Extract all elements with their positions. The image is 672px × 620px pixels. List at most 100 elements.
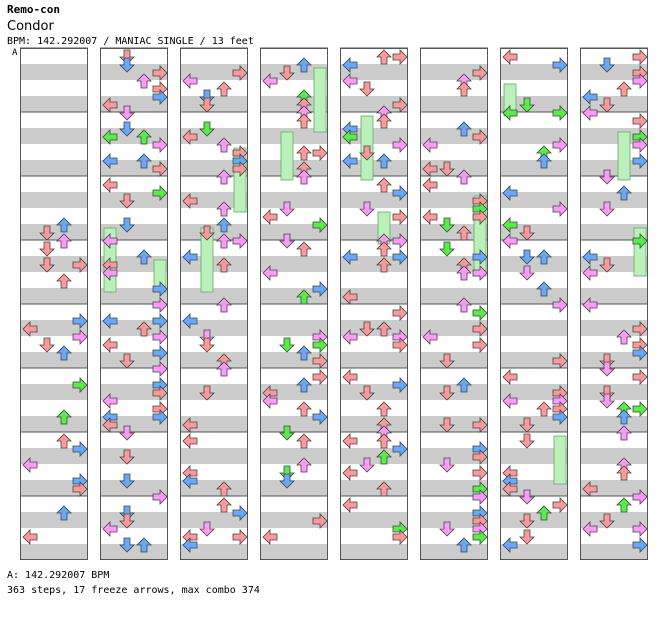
down-arrow [439, 353, 455, 369]
right-arrow [472, 209, 488, 225]
up-arrow [456, 121, 472, 137]
up-arrow [616, 465, 632, 481]
beat-stripe [260, 160, 328, 176]
beat-stripe [180, 512, 248, 528]
up-arrow [296, 145, 312, 161]
beat-stripe [100, 224, 168, 240]
freeze-arrow [280, 131, 294, 181]
right-arrow [632, 73, 648, 89]
chart-column-6 [420, 47, 488, 560]
beat-stripe [340, 416, 408, 432]
left-arrow [422, 177, 438, 193]
left-arrow [182, 193, 198, 209]
beat-stripe [180, 352, 248, 368]
beat-stripe [500, 320, 568, 336]
down-arrow [439, 385, 455, 401]
beat-stripe [580, 512, 648, 528]
left-arrow [422, 161, 438, 177]
up-arrow [536, 401, 552, 417]
down-arrow [39, 257, 55, 273]
down-arrow [119, 217, 135, 233]
up-arrow [216, 257, 232, 273]
left-arrow [182, 433, 198, 449]
left-arrow [182, 129, 198, 145]
beat-stripe [420, 512, 488, 528]
beat-stripe [500, 128, 568, 144]
left-arrow [262, 73, 278, 89]
chart-column-2 [100, 47, 168, 560]
right-arrow [632, 49, 648, 65]
beat-stripe [180, 448, 248, 464]
right-arrow [472, 305, 488, 321]
beat-stripe [420, 416, 488, 432]
left-arrow [182, 473, 198, 489]
right-arrow [392, 209, 408, 225]
beat-stripe [20, 128, 88, 144]
down-arrow [599, 393, 615, 409]
up-arrow [376, 49, 392, 65]
right-arrow [552, 201, 568, 217]
right-arrow [72, 377, 88, 393]
down-arrow [519, 489, 535, 505]
down-arrow [119, 473, 135, 489]
beat-stripe [420, 288, 488, 304]
down-arrow [119, 193, 135, 209]
footer-bpm: A: 142.292007 BPM [7, 570, 110, 581]
right-arrow [632, 233, 648, 249]
up-arrow [296, 169, 312, 185]
beat-stripe [500, 512, 568, 528]
chart-column-3 [180, 47, 248, 560]
beat-stripe [500, 288, 568, 304]
left-arrow [342, 249, 358, 265]
right-arrow [472, 529, 488, 545]
down-arrow [279, 337, 295, 353]
left-arrow [582, 265, 598, 281]
down-arrow [599, 513, 615, 529]
beat-stripe [260, 480, 328, 496]
left-arrow [342, 369, 358, 385]
beat-stripe [20, 352, 88, 368]
beat-stripe [100, 288, 168, 304]
chart-column-8 [580, 47, 648, 560]
up-arrow [616, 425, 632, 441]
down-arrow [599, 361, 615, 377]
down-arrow [519, 529, 535, 545]
left-arrow [582, 105, 598, 121]
column-border [100, 48, 168, 560]
down-arrow [519, 265, 535, 281]
down-arrow [519, 513, 535, 529]
beat-stripe [420, 128, 488, 144]
beat-stripe [580, 352, 648, 368]
beat-stripe [100, 448, 168, 464]
up-arrow [376, 433, 392, 449]
down-arrow [119, 513, 135, 529]
down-arrow [519, 433, 535, 449]
right-arrow [72, 481, 88, 497]
right-arrow [312, 353, 328, 369]
up-arrow [296, 241, 312, 257]
left-arrow [342, 329, 358, 345]
beat-stripe [420, 544, 488, 560]
up-arrow [536, 249, 552, 265]
right-arrow [472, 249, 488, 265]
right-arrow [472, 129, 488, 145]
left-arrow [22, 457, 38, 473]
chart-column-1 [20, 47, 88, 560]
up-arrow [216, 81, 232, 97]
beat-stripe [420, 96, 488, 112]
up-arrow [136, 537, 152, 553]
up-arrow [376, 177, 392, 193]
down-arrow [279, 233, 295, 249]
left-arrow [182, 73, 198, 89]
right-arrow [312, 513, 328, 529]
beat-stripe [20, 448, 88, 464]
chart-info: BPM: 142.292007 / MANIAC SINGLE / 13 fee… [7, 36, 254, 47]
up-arrow [456, 377, 472, 393]
left-arrow [342, 129, 358, 145]
right-arrow [392, 337, 408, 353]
beat-stripe [500, 160, 568, 176]
right-arrow [632, 521, 648, 537]
left-arrow [502, 481, 518, 497]
right-arrow [152, 329, 168, 345]
down-arrow [439, 457, 455, 473]
